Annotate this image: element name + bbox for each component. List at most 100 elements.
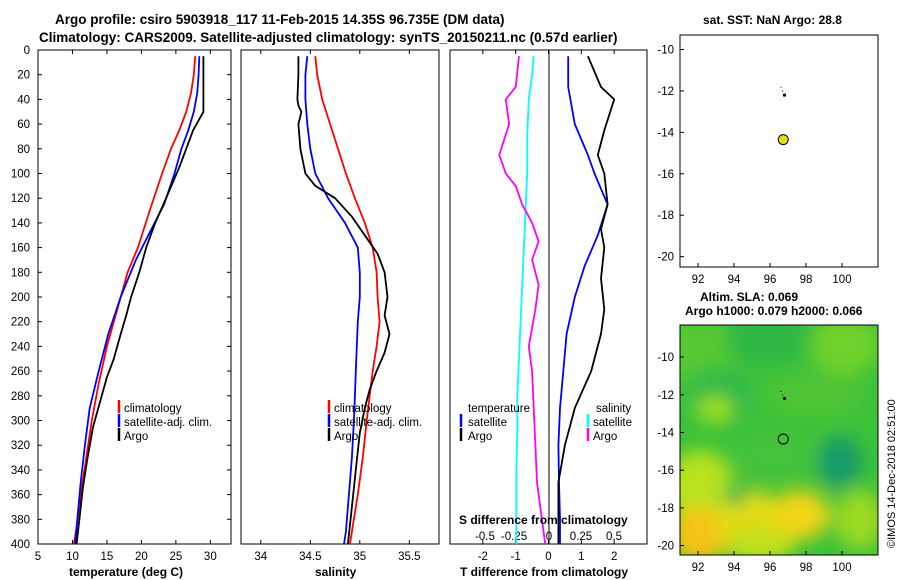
salinity-legend: climatology satellite-adj. clim. Argo [327, 400, 422, 443]
temperature-xlabel: temperature (deg C) [69, 565, 183, 579]
difference-tick-labels: -2 -1 0 1 2 [478, 50, 617, 563]
y-tick-label: 100 [11, 169, 30, 181]
series-line-s-argo [498, 56, 547, 544]
x-tick-label: 30 [204, 551, 217, 563]
imos-credit: ©IMOS 14-Dec-2018 02:51:00 [886, 399, 898, 548]
float-track-end [782, 396, 787, 401]
x-tick-label: 15 [101, 551, 114, 563]
sla-lat-tick-labels: -10 -12 -14 -16 -18 -20 [657, 352, 684, 553]
figure-title-line2: Climatology: CARS2009. Satellite-adjuste… [39, 30, 617, 45]
float-track-end [782, 93, 787, 97]
x-tick-label: 35 [353, 551, 366, 563]
legend-satellite-adj: satellite-adj. clim. [334, 417, 422, 429]
y-tick-label: 160 [11, 243, 30, 255]
lon-tick-label: 94 [728, 562, 741, 574]
difference-series [498, 55, 616, 544]
lat-tick-label: -18 [657, 210, 674, 222]
lat-tick-label: -12 [657, 86, 674, 98]
y-tick-label: 80 [17, 144, 30, 156]
s-tick-label: -0.5 [475, 531, 495, 543]
y-tick-label: 220 [11, 317, 30, 329]
x-tick-label: 35.5 [398, 551, 420, 563]
s-tick-label: -0.25 [501, 531, 527, 543]
series-line-satellite-adj-clim- [74, 56, 201, 544]
salinity-xlabel: salinity [315, 565, 357, 579]
sst-map-frame [679, 34, 879, 268]
lat-tick-label: -18 [657, 503, 674, 515]
x-tick-label: 2 [611, 551, 617, 563]
lon-tick-label: 98 [800, 562, 813, 574]
legend-climatology: climatology [124, 403, 182, 415]
sla-map-title-line2: Argo h1000: 0.079 h2000: 0.066 [685, 304, 863, 318]
y-tick-label: 400 [11, 539, 30, 551]
difference-top-label: S difference from climatology [459, 513, 628, 527]
temperature-series [72, 56, 205, 544]
salinity-tick-labels: 34 34.5 35 35.5 [254, 50, 420, 563]
x-tick-label: -1 [511, 551, 521, 563]
difference-legend: temperature satellite Argo salinity sate… [459, 403, 632, 443]
legend-header-salinity: salinity [596, 403, 631, 415]
sla-map-frame [679, 324, 879, 556]
lon-tick-label: 100 [832, 562, 851, 574]
legend-s-argo: Argo [593, 431, 617, 443]
temperature-tick-labels: 5 10 15 20 25 30 [35, 50, 217, 563]
y-tick-label: 140 [11, 218, 30, 230]
series-line-satellite-adj-clim- [304, 56, 361, 544]
lat-tick-label: -12 [657, 390, 674, 402]
lat-tick-label: -20 [657, 252, 674, 264]
x-tick-label: 34.5 [299, 551, 321, 563]
y-tick-label: 60 [17, 119, 30, 131]
lat-tick-label: -14 [657, 127, 674, 139]
series-line-argo [75, 56, 205, 544]
legend-t-satellite: satellite [468, 417, 507, 429]
lon-tick-label: 98 [800, 274, 813, 286]
argo-location-dot [777, 134, 789, 146]
lat-tick-label: -10 [657, 45, 674, 57]
difference-xlabel: T difference from climatology [460, 565, 628, 579]
s-tick-label: 0.25 [570, 531, 592, 543]
y-tick-label: 20 [17, 70, 30, 82]
x-tick-label: 10 [66, 551, 79, 563]
argo-location-dot [777, 433, 789, 445]
legend-header-temperature: temperature [468, 403, 530, 415]
lat-tick-label: -20 [657, 541, 674, 553]
y-tick-label: 280 [11, 391, 30, 403]
y-tick-label: 0 [24, 45, 30, 57]
series-line-s-satellite [515, 56, 535, 544]
difference-panel: -2 -1 0 1 2 -0.5 -0.25 0 0.25 0.5 T difference f… [449, 49, 648, 579]
sst-lon-tick-labels: 92 94 96 98 100 [692, 263, 852, 286]
sst-argo-position [777, 86, 789, 146]
lat-tick-label: -14 [657, 427, 674, 439]
y-tick-label: 360 [11, 490, 30, 502]
y-tick-label: 120 [11, 193, 30, 205]
lon-tick-label: 94 [728, 274, 741, 286]
legend-t-argo: Argo [468, 431, 492, 443]
series-line-climatology [72, 56, 197, 544]
salinity-panel: 34 34.5 35 35.5 salinity climatology satell… [240, 49, 440, 579]
series-line-t-argo [557, 55, 616, 544]
sla-argo-position [777, 390, 789, 445]
float-track [780, 86, 785, 96]
sla-lon-tick-labels: 92 94 96 98 100 [692, 551, 852, 574]
series-line-climatology [314, 56, 381, 544]
x-tick-label: 20 [135, 551, 148, 563]
x-tick-label: 34 [254, 551, 267, 563]
s-tick-label: 0 [546, 531, 552, 543]
legend-s-satellite: satellite [593, 417, 632, 429]
lat-tick-label: -16 [657, 465, 674, 477]
salinity-axes-frame [240, 49, 440, 545]
legend-satellite-adj: satellite-adj. clim. [124, 417, 212, 429]
x-tick-label: 0 [545, 551, 551, 563]
sst-map: sat. SST: NaN Argo: 28.8 92 94 96 98 100 -10… [657, 13, 879, 286]
series-line-t-satellite [557, 56, 609, 544]
x-tick-label: 25 [169, 551, 182, 563]
y-tick-label: 300 [11, 416, 30, 428]
temperature-legend: climatology satellite-adj. clim. Argo [117, 400, 212, 443]
float-track [780, 390, 785, 399]
sst-lat-tick-labels: -10 -12 -14 -16 -18 -20 [657, 45, 684, 264]
y-tick-label: 260 [11, 366, 30, 378]
sla-map: Altim. SLA: 0.069 Argo h1000: 0.079 h200… [657, 290, 879, 574]
x-tick-label: 1 [578, 551, 584, 563]
sst-map-title: sat. SST: NaN Argo: 28.8 [703, 13, 842, 27]
